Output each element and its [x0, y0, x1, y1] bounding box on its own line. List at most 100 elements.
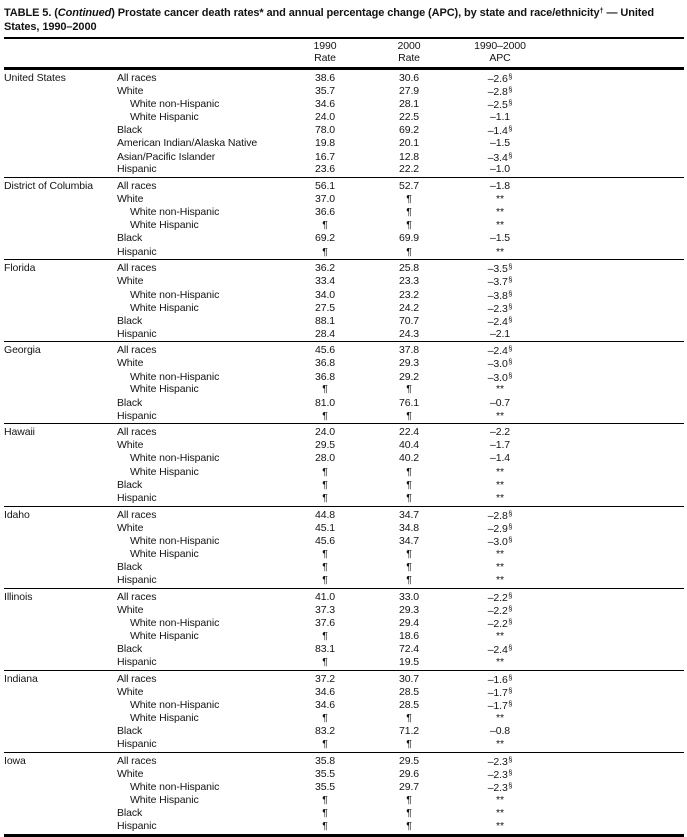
- rate-1990-value: ¶: [322, 491, 328, 504]
- rate-1990-value: ¶: [322, 478, 328, 491]
- significance-marker: §: [508, 699, 513, 709]
- table-row: White Hispanic ¶ ¶ **: [4, 711, 684, 724]
- rate-2000-value: 30.7: [398, 672, 420, 685]
- col-header-2000-rate: 2000 Rate: [397, 40, 421, 64]
- apc-value: –1.0: [489, 163, 511, 176]
- significance-marker: §: [508, 768, 513, 778]
- rate-1990-value: 83.1: [314, 643, 336, 656]
- race-ethnicity-label: White Hispanic: [130, 301, 199, 314]
- rate-1990-value: ¶: [322, 409, 328, 422]
- race-ethnicity-label: Black: [117, 314, 143, 327]
- apc-value: **: [496, 478, 504, 491]
- race-ethnicity-label: White Hispanic: [130, 794, 199, 807]
- table-row: Black ¶ ¶ **: [4, 807, 684, 820]
- apc-value: **: [496, 794, 504, 807]
- significance-marker: §: [508, 590, 513, 600]
- race-ethnicity-label: White Hispanic: [130, 547, 199, 560]
- rate-1990-value: ¶: [322, 560, 328, 573]
- race-ethnicity-label: All races: [117, 425, 157, 438]
- title-dagger-footnote-marker: †: [599, 6, 604, 15]
- rate-2000-value: 20.1: [398, 137, 420, 150]
- apc-value: **: [496, 383, 504, 396]
- table-row: White 29.5 40.4 –1.7: [4, 439, 684, 452]
- significance-marker: §: [508, 97, 513, 107]
- state-name: Hawaii: [4, 425, 35, 438]
- race-ethnicity-label: All races: [117, 672, 157, 685]
- table-row: Black 88.1 70.7 –2.4§: [4, 314, 684, 328]
- race-ethnicity-label: Black: [117, 643, 143, 656]
- significance-marker: §: [508, 301, 513, 311]
- table-row: White non-Hispanic 35.5 29.7 –2.3§: [4, 780, 684, 794]
- significance-marker: §: [508, 521, 513, 531]
- significance-marker: §: [508, 288, 513, 298]
- rate-2000-value: 76.1: [398, 396, 420, 409]
- apc-value: **: [496, 560, 504, 573]
- apc-value: –3.0§: [487, 534, 513, 548]
- table-row: Hawaii All races 24.0 22.4 –2.2: [4, 425, 684, 438]
- rate-2000-value: ¶: [406, 711, 412, 724]
- apc-value: –2.4§: [487, 344, 513, 358]
- apc-value: **: [496, 192, 504, 205]
- rate-2000-value: 37.8: [398, 344, 420, 357]
- race-ethnicity-label: Hispanic: [117, 163, 157, 176]
- race-ethnicity-label: Asian/Pacific Islander: [117, 150, 216, 163]
- rate-1990-value: ¶: [322, 820, 328, 833]
- significance-marker: §: [508, 508, 513, 518]
- title-divider-rule: [4, 37, 684, 39]
- rate-2000-value: ¶: [406, 409, 412, 422]
- state-section: Iowa All races 35.8 29.5 –2.3§ White 35.5 29.6 –…: [4, 753, 684, 834]
- table-row: White 35.5 29.6 –2.3§: [4, 767, 684, 781]
- apc-value: –2.2: [489, 425, 511, 438]
- rate-1990-value: ¶: [322, 711, 328, 724]
- state-name: Iowa: [4, 754, 26, 767]
- apc-value: **: [496, 205, 504, 218]
- rate-2000-value: ¶: [406, 205, 412, 218]
- race-ethnicity-label: American Indian/Alaska Native: [117, 137, 258, 150]
- significance-marker: §: [508, 71, 513, 81]
- race-ethnicity-label: White: [117, 275, 144, 288]
- rate-2000-value: 70.7: [398, 314, 420, 327]
- significance-marker: §: [508, 262, 513, 272]
- race-ethnicity-label: White: [117, 685, 144, 698]
- state-section: Florida All races 36.2 25.8 –3.5§ White 33.4 23…: [4, 260, 684, 343]
- table-row: Illinois All races 41.0 33.0 –2.2§: [4, 590, 684, 604]
- significance-marker: §: [508, 150, 513, 160]
- table-row: Black ¶ ¶ **: [4, 478, 684, 491]
- apc-value: –1.7§: [487, 699, 513, 713]
- apc-value: **: [496, 245, 504, 258]
- rate-2000-value: 25.8: [398, 262, 420, 275]
- race-ethnicity-label: All races: [117, 71, 157, 84]
- race-ethnicity-label: White non-Hispanic: [130, 617, 220, 629]
- table-row: White non-Hispanic 34.6 28.1 –2.5§: [4, 97, 684, 111]
- rate-2000-value: ¶: [406, 245, 412, 258]
- title-text: TABLE 5. (: [4, 7, 58, 19]
- rate-2000-value: 19.5: [398, 656, 420, 669]
- rate-2000-value: 29.2: [398, 370, 420, 383]
- race-ethnicity-label: Black: [117, 725, 143, 738]
- apc-value: –1.7§: [487, 685, 513, 699]
- apc-value: **: [496, 656, 504, 669]
- apc-value: –3.4§: [487, 150, 513, 164]
- race-ethnicity-label: Hispanic: [117, 409, 157, 422]
- apc-value: –3.5§: [487, 262, 513, 276]
- rate-1990-value: 24.0: [314, 425, 336, 438]
- race-ethnicity-label: Black: [117, 124, 143, 137]
- state-name: Indiana: [4, 672, 38, 685]
- table-row: Indiana All races 37.2 30.7 –1.6§: [4, 672, 684, 686]
- table-row: White Hispanic 27.5 24.2 –2.3§: [4, 301, 684, 315]
- apc-value: –1.8: [489, 179, 511, 192]
- rate-2000-value: 40.2: [398, 452, 420, 465]
- rate-2000-value: ¶: [406, 383, 412, 396]
- table-row: White Hispanic ¶ ¶ **: [4, 383, 684, 396]
- race-ethnicity-label: White non-Hispanic: [130, 205, 220, 218]
- race-ethnicity-label: Black: [117, 560, 143, 573]
- apc-value: –3.0§: [487, 357, 513, 371]
- rate-1990-value: ¶: [322, 547, 328, 560]
- significance-marker: §: [508, 314, 513, 324]
- apc-value: –2.5§: [487, 97, 513, 111]
- rate-2000-value: ¶: [406, 478, 412, 491]
- title-continued-text: Continued: [57, 7, 112, 19]
- rate-1990-value: 34.6: [314, 699, 336, 712]
- apc-value: –2.3§: [487, 301, 513, 315]
- apc-value: –0.8: [489, 725, 511, 738]
